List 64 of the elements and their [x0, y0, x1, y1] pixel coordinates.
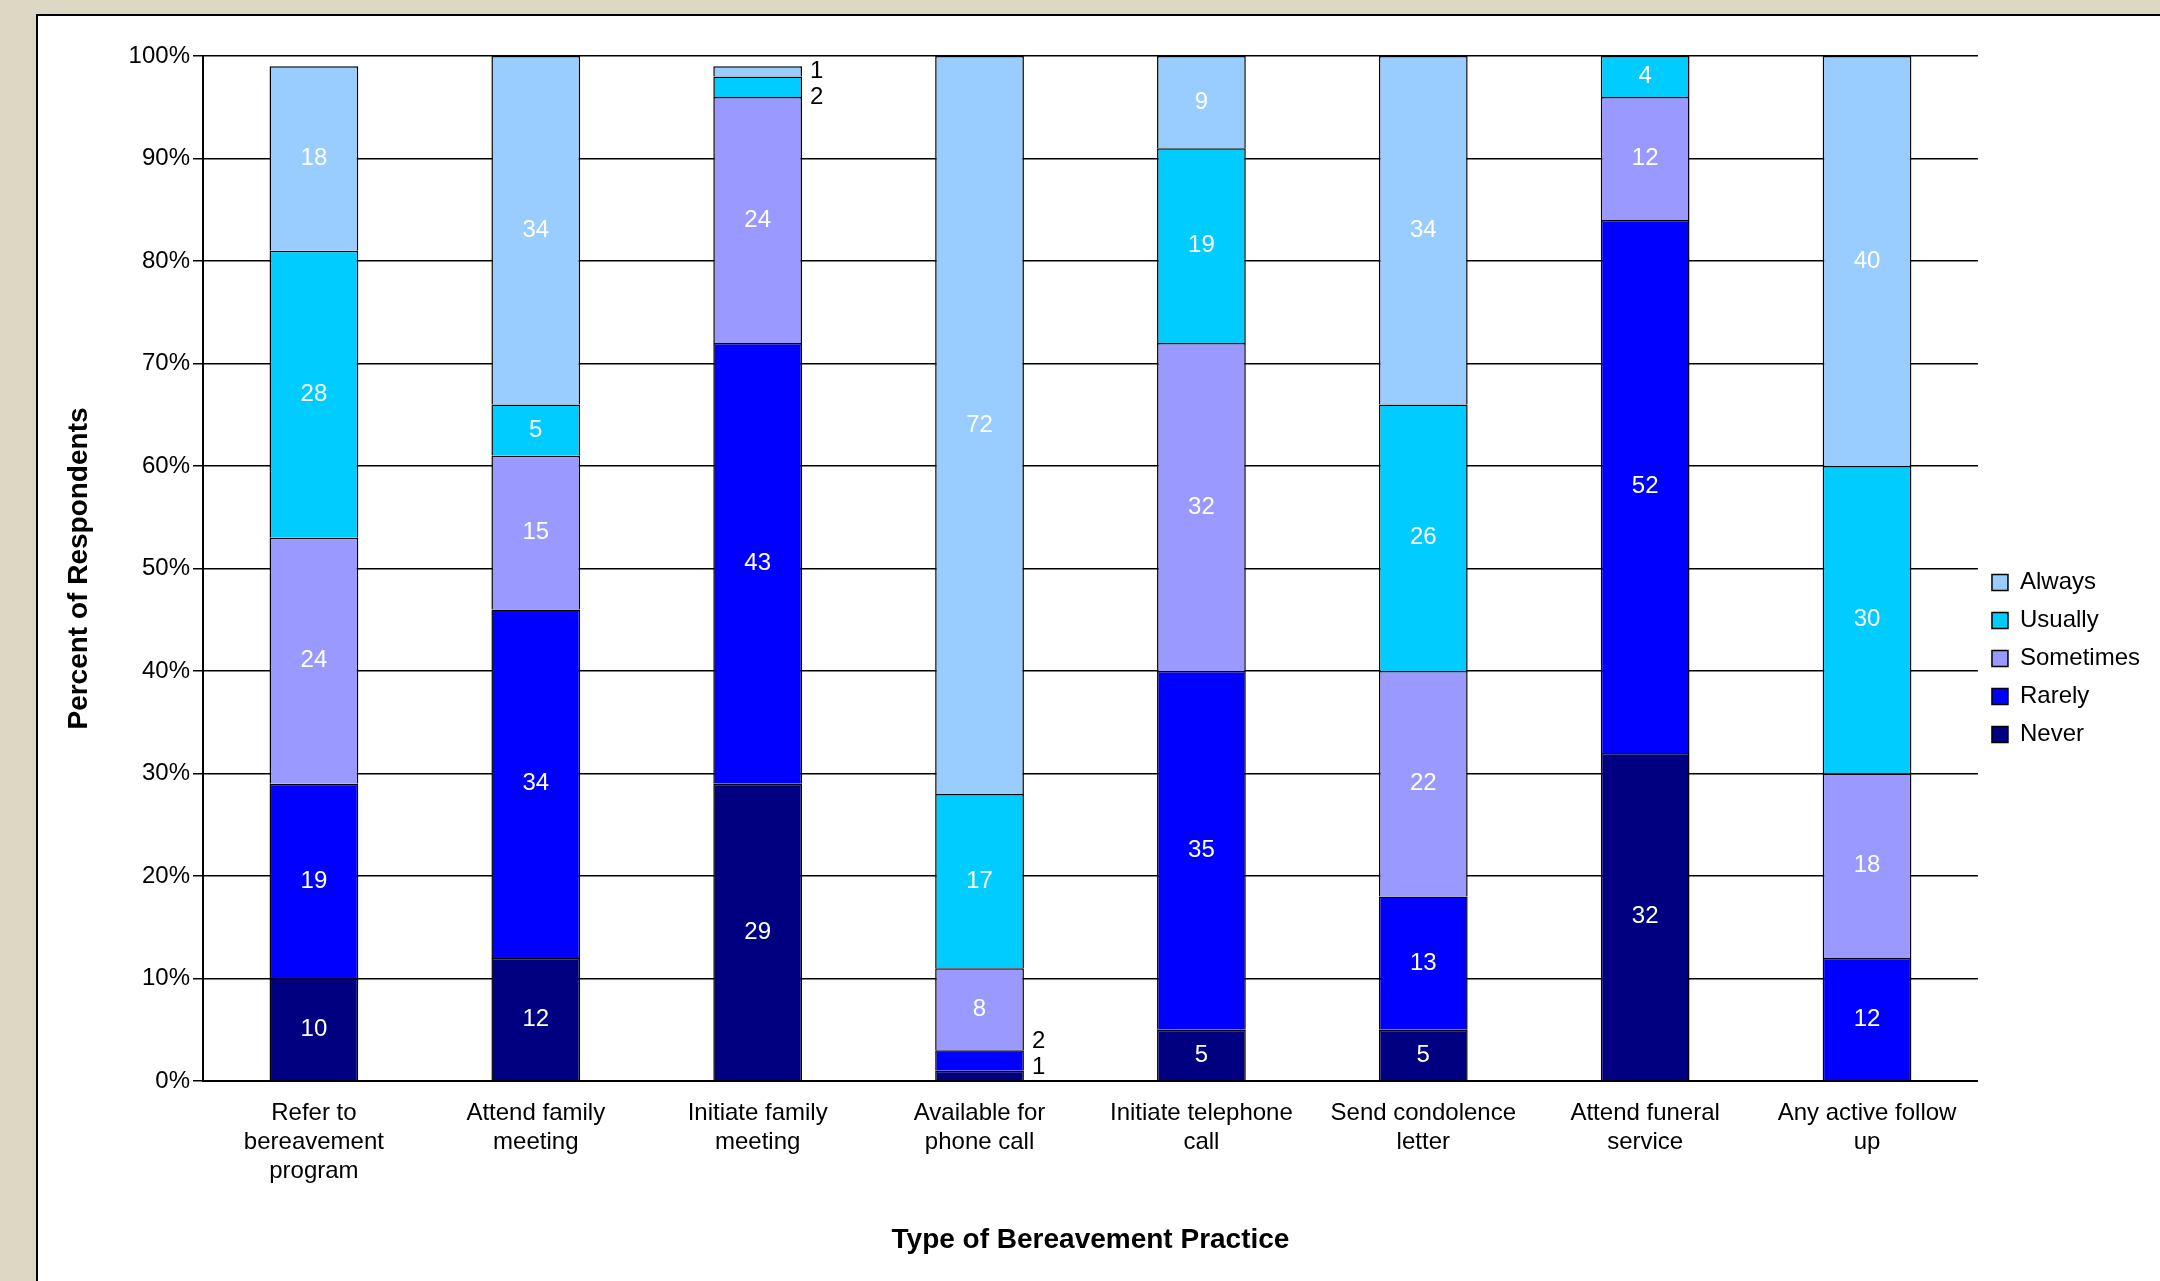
y-axis-title: Percent of Respondents	[61, 407, 93, 730]
y-tick-label: 50%	[141, 553, 190, 581]
data-label: 12	[1631, 143, 1659, 171]
y-tick-label: 40%	[141, 655, 190, 683]
data-label: 9	[1194, 86, 1209, 114]
data-label: 18	[300, 143, 328, 171]
x-tick-label: Attend funeral service	[1570, 1098, 1720, 1154]
x-tick-label: Available for phone call	[913, 1098, 1046, 1154]
data-label: 13	[1409, 947, 1437, 975]
data-label: 35	[1188, 835, 1215, 862]
legend-label: Never	[2019, 719, 2084, 747]
y-tick-label: 60%	[141, 450, 190, 478]
y-tick-label: 20%	[141, 860, 190, 888]
y-tick-label: 70%	[141, 348, 190, 376]
data-label: 1	[810, 56, 824, 83]
data-label: 2	[810, 82, 824, 109]
y-tick-label: 100%	[128, 40, 190, 68]
data-label: 34	[522, 768, 550, 796]
data-label: 12	[1853, 1003, 1881, 1031]
data-label: 72	[966, 409, 993, 437]
legend-label: Rarely	[2019, 681, 2090, 709]
data-label: 5	[529, 414, 543, 442]
y-tick-label: 80%	[141, 245, 190, 273]
data-label: 24	[744, 204, 772, 232]
data-label: 32	[1631, 901, 1659, 929]
data-label: 8	[972, 993, 987, 1021]
data-label: 5	[1416, 1039, 1430, 1067]
x-tick-label: Send condolence letter	[1330, 1098, 1517, 1154]
data-label: 2	[1031, 1025, 1046, 1053]
x-axis-title: Type of Bereavement Practice	[891, 1222, 1290, 1254]
x-tick-label: Initiate telephone call	[1110, 1098, 1293, 1154]
x-tick-label: Refer to bereavement program	[243, 1098, 385, 1183]
legend-label: Usually	[2019, 605, 2099, 633]
data-label: 32	[1188, 491, 1215, 519]
data-label: 43	[744, 548, 772, 575]
data-label: 34	[522, 214, 550, 242]
x-tick-label: Initiate family meeting	[687, 1098, 828, 1154]
data-label: 4	[1638, 61, 1652, 89]
data-label: 12	[522, 1003, 550, 1031]
data-label: 17	[966, 865, 993, 893]
y-tick-label: 10%	[141, 963, 190, 991]
x-tick-label: Any active follow up	[1777, 1098, 1958, 1154]
data-label: 19	[300, 865, 328, 893]
data-label: 40	[1853, 245, 1881, 273]
data-label: 1	[1031, 1051, 1046, 1079]
data-label: 19	[1188, 230, 1215, 258]
data-label: 26	[1409, 522, 1437, 550]
data-label: 30	[1853, 604, 1881, 632]
data-label: 24	[300, 645, 328, 673]
data-label: 29	[744, 916, 772, 944]
x-tick-label: Attend family meeting	[466, 1098, 606, 1154]
legend-label: Sometimes	[2019, 643, 2141, 671]
data-label: 10	[300, 1014, 328, 1041]
data-label: 28	[300, 378, 328, 406]
data-label: 34	[1409, 214, 1437, 242]
data-label: 22	[1409, 768, 1437, 796]
legend-label: Always	[2019, 567, 2096, 595]
data-label: 18	[1853, 850, 1881, 878]
y-tick-label: 0%	[155, 1065, 190, 1093]
data-label: 15	[522, 517, 550, 545]
y-tick-label: 30%	[141, 758, 190, 786]
y-tick-label: 90%	[141, 143, 190, 171]
data-label: 5	[1194, 1039, 1209, 1067]
data-label: 52	[1631, 471, 1659, 499]
